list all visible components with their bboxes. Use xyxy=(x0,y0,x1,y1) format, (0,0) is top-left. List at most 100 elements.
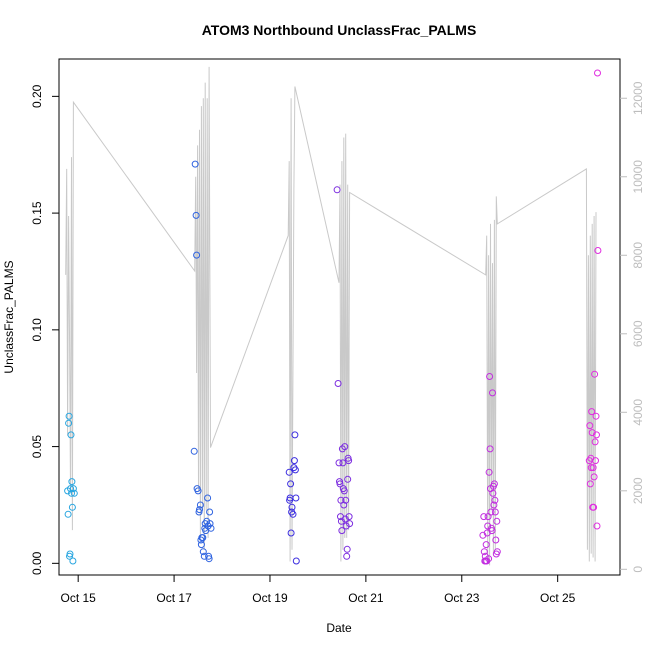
data-point xyxy=(344,475,352,483)
data-point xyxy=(69,485,77,493)
y2-tick-label: 4000 xyxy=(631,399,645,426)
data-point xyxy=(345,457,353,465)
data-point xyxy=(492,536,500,544)
data-point xyxy=(289,510,297,518)
altitude-layer xyxy=(65,66,597,566)
y-axis: 0.00 0.05 0.10 0.15 0.20 xyxy=(30,84,60,575)
data-point xyxy=(338,527,346,535)
data-point xyxy=(484,522,492,530)
data-point xyxy=(590,503,598,511)
data-point xyxy=(197,541,205,549)
data-point xyxy=(285,468,293,476)
data-point xyxy=(288,503,296,511)
data-point xyxy=(593,431,600,439)
data-point xyxy=(67,485,74,493)
data-point xyxy=(591,370,599,378)
data-point xyxy=(333,186,341,194)
x-axis-label: Date xyxy=(326,621,352,635)
data-point xyxy=(70,489,78,497)
data-point xyxy=(493,548,501,556)
data-point xyxy=(67,431,75,439)
data-point xyxy=(486,373,494,380)
data-point xyxy=(68,503,76,511)
data-point xyxy=(591,438,599,446)
data-point xyxy=(480,548,488,556)
data-point xyxy=(204,494,212,502)
data-point xyxy=(287,529,295,537)
data-point xyxy=(342,496,350,504)
y2-axis: 0 2000 4000 6000 8000 10000 12000 xyxy=(620,81,645,573)
data-point xyxy=(493,517,501,525)
data-point xyxy=(205,555,213,563)
data-point xyxy=(292,557,300,565)
data-point xyxy=(292,494,300,502)
data-point xyxy=(338,445,346,453)
chart-title: ATOM3 Northbound UnclassFrac_PALMS xyxy=(202,22,477,38)
data-point xyxy=(343,545,351,553)
data-point xyxy=(68,478,76,486)
data-point xyxy=(586,422,594,430)
y-tick-label: 0.00 xyxy=(30,551,44,575)
data-point xyxy=(587,464,595,472)
data-point xyxy=(341,515,349,523)
data-point xyxy=(487,508,495,516)
x-axis: Oct 15 Oct 17 Oct 19 Oct 21 Oct 23 Oct 25 xyxy=(60,574,576,605)
altitude-line xyxy=(65,66,597,566)
data-point xyxy=(193,251,201,259)
data-point xyxy=(336,480,344,488)
y-axis-label: UnclassFrac_PALMS xyxy=(2,260,16,373)
y2-tick-label: 6000 xyxy=(631,320,645,347)
data-point xyxy=(586,480,594,488)
data-point xyxy=(592,457,599,465)
data-point xyxy=(482,541,490,549)
data-point xyxy=(206,508,214,516)
x-tick-label: Oct 21 xyxy=(348,591,384,605)
y2-tick-label: 0 xyxy=(631,566,645,573)
data-point xyxy=(291,466,299,474)
data-point xyxy=(69,557,77,565)
y2-tick-label: 2000 xyxy=(631,477,645,504)
data-point xyxy=(207,524,215,532)
data-point xyxy=(194,487,202,495)
data-point xyxy=(341,443,349,451)
data-point xyxy=(345,513,353,521)
data-point xyxy=(340,487,348,495)
data-point xyxy=(588,408,596,416)
data-point xyxy=(590,473,598,481)
data-point xyxy=(485,555,493,563)
data-point xyxy=(291,431,299,439)
data-point xyxy=(343,552,351,560)
data-point xyxy=(335,459,343,467)
x-tick-label: Oct 23 xyxy=(444,591,480,605)
data-point xyxy=(594,69,601,77)
data-point xyxy=(190,447,198,455)
data-point xyxy=(192,211,200,219)
data-point xyxy=(488,527,496,535)
data-point xyxy=(196,506,203,514)
x-tick-label: Oct 17 xyxy=(156,591,192,605)
data-point xyxy=(490,501,498,509)
data-point xyxy=(485,468,493,476)
data-point xyxy=(65,419,73,427)
y-tick-label: 0.05 xyxy=(30,435,44,459)
y-tick-label: 0.20 xyxy=(30,84,44,108)
data-point xyxy=(340,501,348,509)
data-point xyxy=(334,380,342,387)
data-point xyxy=(486,445,494,453)
data-point xyxy=(491,508,499,516)
data-point xyxy=(337,517,345,525)
y2-tick-label: 8000 xyxy=(631,242,645,269)
data-point xyxy=(66,550,74,558)
data-point xyxy=(339,459,347,467)
data-point xyxy=(483,557,491,565)
data-point xyxy=(594,247,602,254)
y2-tick-label: 12000 xyxy=(631,81,645,115)
data-point xyxy=(65,412,73,420)
data-point xyxy=(206,520,214,528)
data-point xyxy=(199,548,207,556)
data-point xyxy=(191,160,199,168)
data-point xyxy=(290,457,298,465)
data-point xyxy=(199,534,207,542)
data-point xyxy=(489,489,497,497)
